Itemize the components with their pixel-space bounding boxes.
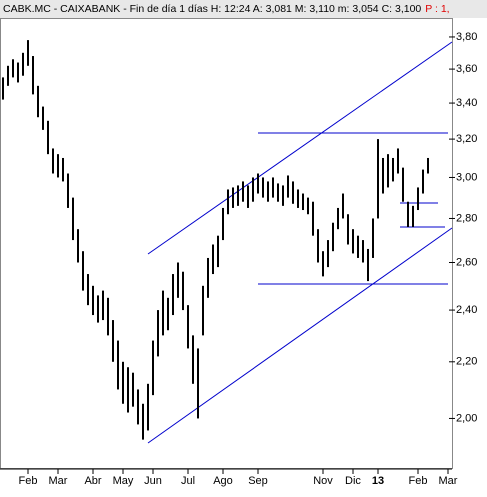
x-tick-label: Jul — [181, 475, 195, 487]
x-tick-label: Mar — [439, 475, 458, 487]
x-tick-label: Jun — [144, 475, 162, 487]
trend-lines — [147, 41, 453, 444]
y-tick-label: 3,00 — [456, 171, 477, 183]
y-tick-label: 3,80 — [456, 31, 477, 43]
title-extra: P : 1, — [425, 3, 449, 15]
chart-title: CABK.MC - CAIXABANK - Fin de día 1 días … — [3, 3, 450, 15]
y-tick-label: 3,40 — [456, 97, 477, 109]
x-tick-label: Mar — [49, 475, 68, 487]
y-tick-label: 3,60 — [456, 63, 477, 75]
x-tick-label: Nov — [313, 475, 333, 487]
x-tick-label: Feb — [409, 475, 428, 487]
x-tick-label: Sep — [248, 475, 268, 487]
x-tick-label: Dic — [345, 475, 361, 487]
x-tick-label: Ago — [213, 475, 233, 487]
x-tick-label: Abr — [84, 475, 101, 487]
y-tick-label: 2,40 — [456, 304, 477, 316]
x-tick-label: Feb — [19, 475, 38, 487]
y-tick-label: 2,20 — [456, 356, 477, 368]
plot-frame — [0, 18, 453, 469]
x-tick-label: May — [113, 475, 134, 487]
y-tick-label: 2,00 — [456, 412, 477, 424]
y-tick-label: 2,60 — [456, 256, 477, 268]
title-bar — [0, 0, 487, 18]
y-tick-label: 2,80 — [456, 212, 477, 224]
x-tick-label: 13 — [372, 475, 384, 487]
y-tick-label: 3,20 — [456, 133, 477, 145]
channel-upper — [147, 41, 453, 255]
title-main: CABK.MC - CAIXABANK - Fin de día 1 días … — [3, 3, 421, 15]
